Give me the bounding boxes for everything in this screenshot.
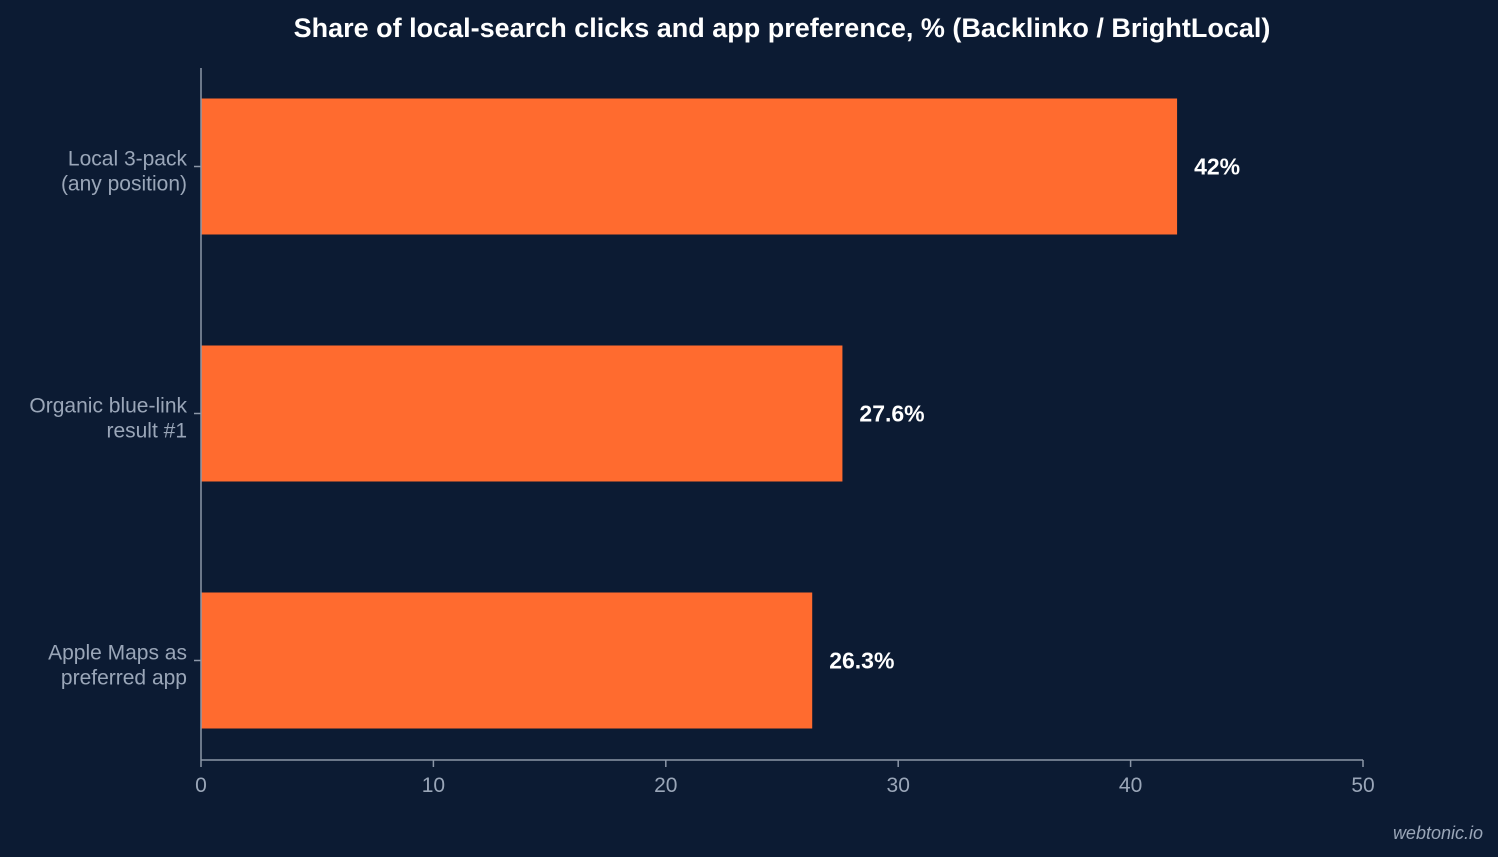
x-tick-label-2: 20	[654, 774, 677, 797]
x-tick-label-5: 50	[1351, 774, 1374, 797]
chart-title: Share of local-search clicks and app pre…	[294, 13, 1271, 43]
bar-0	[201, 98, 1178, 235]
bar-1	[201, 345, 843, 482]
category-label-1: Organic blue-link result #1	[29, 395, 187, 443]
axes-layer: Local 3-pack (any position) Organic blue-l…	[29, 68, 1375, 797]
value-label-2: 26.3%	[829, 648, 894, 674]
bar-2	[201, 592, 813, 729]
x-tick-label-0: 0	[195, 774, 207, 797]
x-tick-label-1: 10	[422, 774, 445, 797]
x-tick-label-4: 40	[1119, 774, 1142, 797]
value-label-0: 42%	[1194, 154, 1240, 180]
category-label-2: Apple Maps as preferred app	[48, 642, 187, 690]
bars-layer: 42% 27.6% 26.3%	[201, 98, 1240, 729]
value-label-1: 27.6%	[859, 401, 924, 427]
watermark-text: webtonic.io	[1393, 823, 1483, 843]
category-label-0: Local 3-pack (any position)	[61, 148, 188, 196]
x-tick-label-3: 30	[887, 774, 910, 797]
